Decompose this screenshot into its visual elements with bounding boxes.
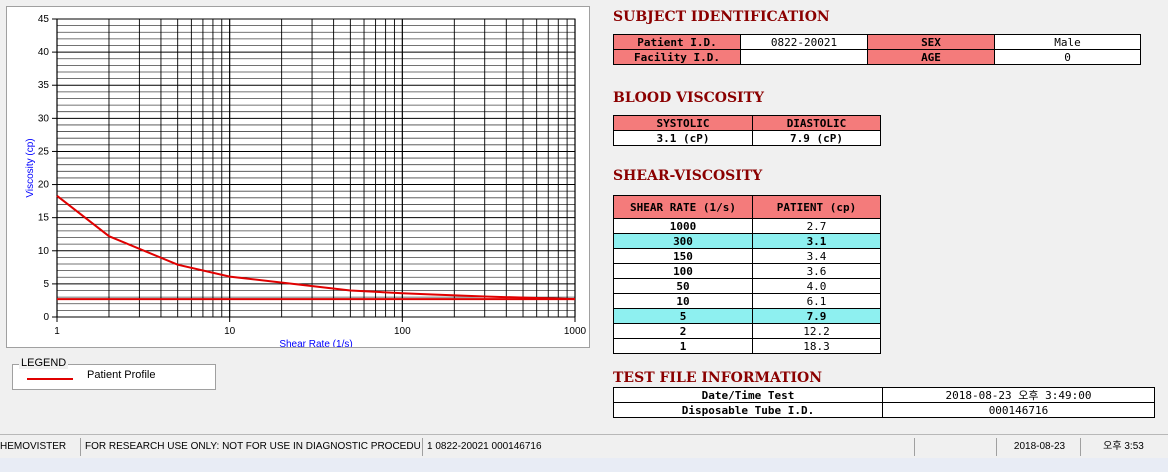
y-tick-label: 0 <box>43 312 49 323</box>
datetime-label: Date/Time Test <box>613 387 883 403</box>
status-date: 2018-08-23 <box>996 438 1078 456</box>
table-row: 50 4.0 <box>613 278 881 294</box>
diastolic-value: 7.9 (cP) <box>752 130 881 146</box>
table-row: 1 18.3 <box>613 338 881 354</box>
viscosity-chart: 0 5 10 15 20 25 30 35 40 45 1 10 100 1000 Shear Rate (… <box>6 6 590 348</box>
viscosity-cell: 12.2 <box>752 323 881 339</box>
status-bar: HEMOVISTER FOR RESEARCH USE ONLY: NOT FO… <box>0 434 1168 459</box>
viscosity-cell: 6.1 <box>752 293 881 309</box>
facility-id-value <box>740 49 868 65</box>
shear-rate-cell: 1000 <box>613 218 753 234</box>
legend-label-patient-profile: Patient Profile <box>87 369 156 381</box>
viscosity-cell: 7.9 <box>752 308 881 324</box>
table-row-highlighted: 5 7.9 <box>613 308 881 324</box>
shear-rate-cell: 150 <box>613 248 753 264</box>
x-tick-label: 1 <box>54 326 60 337</box>
shear-rate-cell: 100 <box>613 263 753 279</box>
plot-area <box>56 18 576 318</box>
status-app-name: HEMOVISTER <box>0 441 67 452</box>
status-record: 1 0822-20021 000146716 <box>422 438 912 456</box>
shear-rate-cell: 10 <box>613 293 753 309</box>
viscosity-cell: 18.3 <box>752 338 881 354</box>
table-row: 150 3.4 <box>613 248 881 264</box>
y-tick-label: 5 <box>43 279 49 290</box>
x-axis-label: Shear Rate (1/s) <box>279 339 352 347</box>
chart-canvas: 0 5 10 15 20 25 30 35 40 45 1 10 100 1000 Shear Rate (… <box>25 14 587 347</box>
viscosity-cell: 3.6 <box>752 263 881 279</box>
shear-viscosity-title: SHEAR-VISCOSITY <box>613 168 763 184</box>
age-value: 0 <box>994 49 1141 65</box>
y-tick-label: 35 <box>38 80 50 91</box>
sex-label: SEX <box>867 34 995 50</box>
status-time: 오후 3:53 <box>1080 438 1162 456</box>
diastolic-label: DIASTOLIC <box>752 115 881 131</box>
table-row: 100 3.6 <box>613 263 881 279</box>
table-row: 10 6.1 <box>613 293 881 309</box>
test-file-information-title: TEST FILE INFORMATION <box>613 370 823 386</box>
tube-id-label: Disposable Tube I.D. <box>613 402 883 418</box>
tube-id-value: 000146716 <box>882 402 1155 418</box>
table-row-highlighted: 300 3.1 <box>613 233 881 249</box>
test-file-table: Date/Time Test 2018-08-23 오후 3:49:00 Dis… <box>613 387 1155 418</box>
systolic-value: 3.1 (cP) <box>613 130 753 146</box>
shear-rate-cell: 5 <box>613 308 753 324</box>
x-tick-label: 100 <box>394 326 411 337</box>
age-label: AGE <box>867 49 995 65</box>
x-tick-label: 1000 <box>564 326 587 337</box>
shear-viscosity-table: SHEAR RATE (1/s) PATIENT (cp) 1000 2.7 30… <box>613 195 881 354</box>
subject-identification-title: SUBJECT IDENTIFICATION <box>613 9 830 25</box>
y-tick-label: 10 <box>38 246 50 257</box>
legend: LEGEND Patient Profile <box>12 357 216 390</box>
viscosity-cell: 3.1 <box>752 233 881 249</box>
y-tick-label: 40 <box>38 47 50 58</box>
datetime-value: 2018-08-23 오후 3:49:00 <box>882 387 1155 403</box>
y-tick-label: 20 <box>38 180 50 191</box>
table-row: 2 12.2 <box>613 323 881 339</box>
y-tick-label: 25 <box>38 146 50 157</box>
patient-id-label: Patient I.D. <box>613 34 741 50</box>
y-tick-label: 45 <box>38 14 50 25</box>
subject-table: Patient I.D. 0822-20021 SEX Male Facilit… <box>613 34 1141 65</box>
viscosity-cell: 4.0 <box>752 278 881 294</box>
series-line-patient-profile <box>56 195 576 301</box>
viscosity-cell: 3.4 <box>752 248 881 264</box>
shear-rate-cell: 2 <box>613 323 753 339</box>
shear-rate-cell: 300 <box>613 233 753 249</box>
status-empty-pane <box>914 438 994 456</box>
status-notice: FOR RESEARCH USE ONLY: NOT FOR USE IN DI… <box>80 438 420 456</box>
y-tick-label: 15 <box>38 213 50 224</box>
shear-rate-header: SHEAR RATE (1/s) <box>613 195 753 219</box>
viscosity-cell: 2.7 <box>752 218 881 234</box>
bottom-band <box>0 458 1168 472</box>
systolic-label: SYSTOLIC <box>613 115 753 131</box>
patient-id-value: 0822-20021 <box>740 34 868 50</box>
blood-viscosity-title: BLOOD VISCOSITY <box>613 90 765 106</box>
legend-title: LEGEND <box>19 357 69 369</box>
legend-swatch-patient-profile <box>27 378 73 380</box>
y-tick-label: 30 <box>38 113 50 124</box>
table-row: 1000 2.7 <box>613 218 881 234</box>
y-axis-label: Viscosity (cp) <box>25 138 36 197</box>
patient-cp-header: PATIENT (cp) <box>752 195 881 219</box>
shear-rate-cell: 1 <box>613 338 753 354</box>
sex-value: Male <box>994 34 1141 50</box>
x-tick-label: 10 <box>224 326 236 337</box>
blood-viscosity-table: SYSTOLIC DIASTOLIC 3.1 (cP) 7.9 (cP) <box>613 115 881 146</box>
shear-rate-cell: 50 <box>613 278 753 294</box>
facility-id-label: Facility I.D. <box>613 49 741 65</box>
